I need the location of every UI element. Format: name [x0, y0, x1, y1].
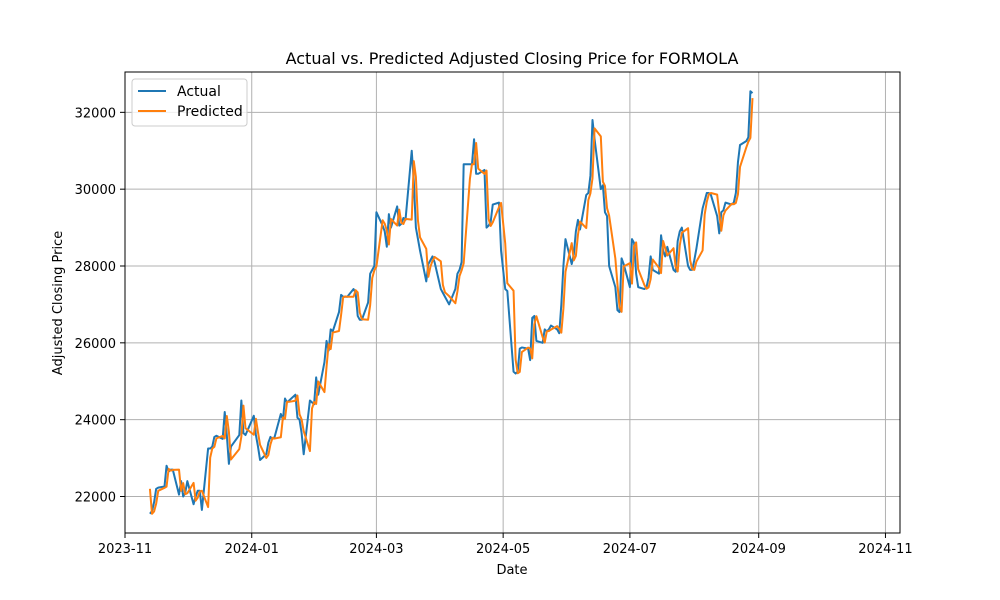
legend-label-predicted: Predicted: [177, 104, 243, 120]
y-tick-label: 30000: [75, 183, 116, 198]
y-tick-label: 24000: [75, 414, 116, 429]
x-tick-label: 2024-09: [732, 542, 786, 557]
series-line-actual: [149, 90, 754, 515]
x-tick-label: 2024-11: [858, 542, 912, 557]
series-line-predicted: [148, 98, 754, 515]
x-tick-label: 2024-03: [349, 542, 403, 557]
x-axis-label: Date: [496, 563, 527, 578]
legend: Actual Predicted: [131, 78, 248, 127]
y-tick-label: 26000: [75, 337, 116, 352]
chart-title: Actual vs. Predicted Adjusted Closing Pr…: [286, 49, 739, 68]
plot-area-frame: [124, 71, 901, 534]
x-tick-label: 2024-07: [603, 542, 657, 557]
y-axis-label: Adjusted Closing Price: [51, 231, 66, 375]
y-tick-label: 28000: [75, 260, 116, 275]
y-axis: 22000 24000 26000 28000 30000 32000: [75, 106, 125, 506]
y-tick-label: 32000: [75, 106, 116, 121]
x-tick-label: 2023-11: [98, 542, 152, 557]
x-axis: 2023-11 2024-01 2024-03 2024-05 2024-07 2024-…: [98, 533, 913, 557]
x-tick-label: 2024-01: [225, 542, 279, 557]
legend-label-actual: Actual: [177, 84, 221, 100]
series-lines: [148, 90, 754, 515]
x-tick-label: 2024-05: [476, 542, 530, 557]
y-tick-label: 22000: [75, 491, 116, 506]
